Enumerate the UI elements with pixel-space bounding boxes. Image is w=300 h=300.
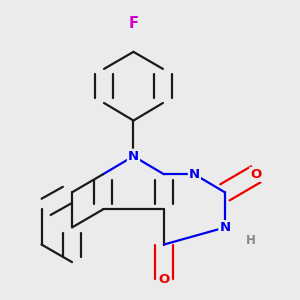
Text: N: N xyxy=(219,221,230,234)
Text: O: O xyxy=(250,168,262,181)
Text: N: N xyxy=(128,150,139,163)
Text: N: N xyxy=(189,168,200,181)
Text: F: F xyxy=(128,16,139,31)
Text: H: H xyxy=(246,234,256,247)
Text: O: O xyxy=(158,273,169,286)
